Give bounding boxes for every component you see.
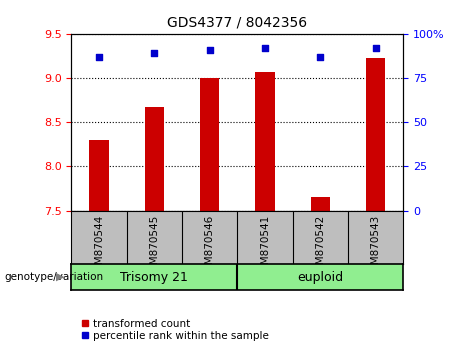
Text: GSM870544: GSM870544	[94, 215, 104, 278]
Bar	[145, 107, 164, 211]
Text: genotype/variation: genotype/variation	[5, 272, 104, 282]
Bar	[200, 78, 219, 211]
Legend: transformed count, percentile rank within the sample: transformed count, percentile rank withi…	[77, 315, 273, 345]
Text: GSM870541: GSM870541	[260, 215, 270, 278]
Text: GSM870543: GSM870543	[371, 215, 381, 278]
Point	[317, 54, 324, 59]
Text: euploid: euploid	[297, 270, 343, 284]
Text: GSM870545: GSM870545	[149, 215, 160, 278]
Point	[372, 45, 379, 51]
Text: GSM870542: GSM870542	[315, 215, 325, 278]
Bar	[255, 72, 275, 211]
Title: GDS4377 / 8042356: GDS4377 / 8042356	[167, 16, 307, 30]
Text: GSM870546: GSM870546	[205, 215, 215, 278]
Bar	[366, 58, 385, 211]
Point	[95, 54, 103, 59]
Point	[151, 50, 158, 56]
Point	[261, 45, 269, 51]
Text: ▶: ▶	[56, 272, 64, 282]
Bar	[311, 197, 330, 211]
Bar	[89, 140, 109, 211]
Point	[206, 47, 213, 52]
Text: Trisomy 21: Trisomy 21	[120, 270, 189, 284]
